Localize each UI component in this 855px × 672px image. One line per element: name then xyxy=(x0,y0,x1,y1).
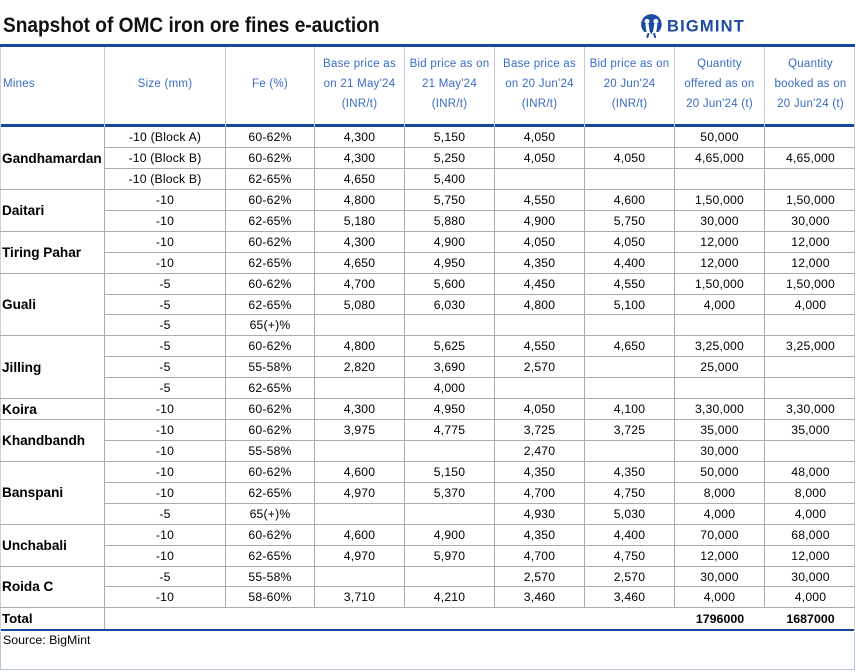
svg-text:BIGMINT: BIGMINT xyxy=(667,18,745,36)
